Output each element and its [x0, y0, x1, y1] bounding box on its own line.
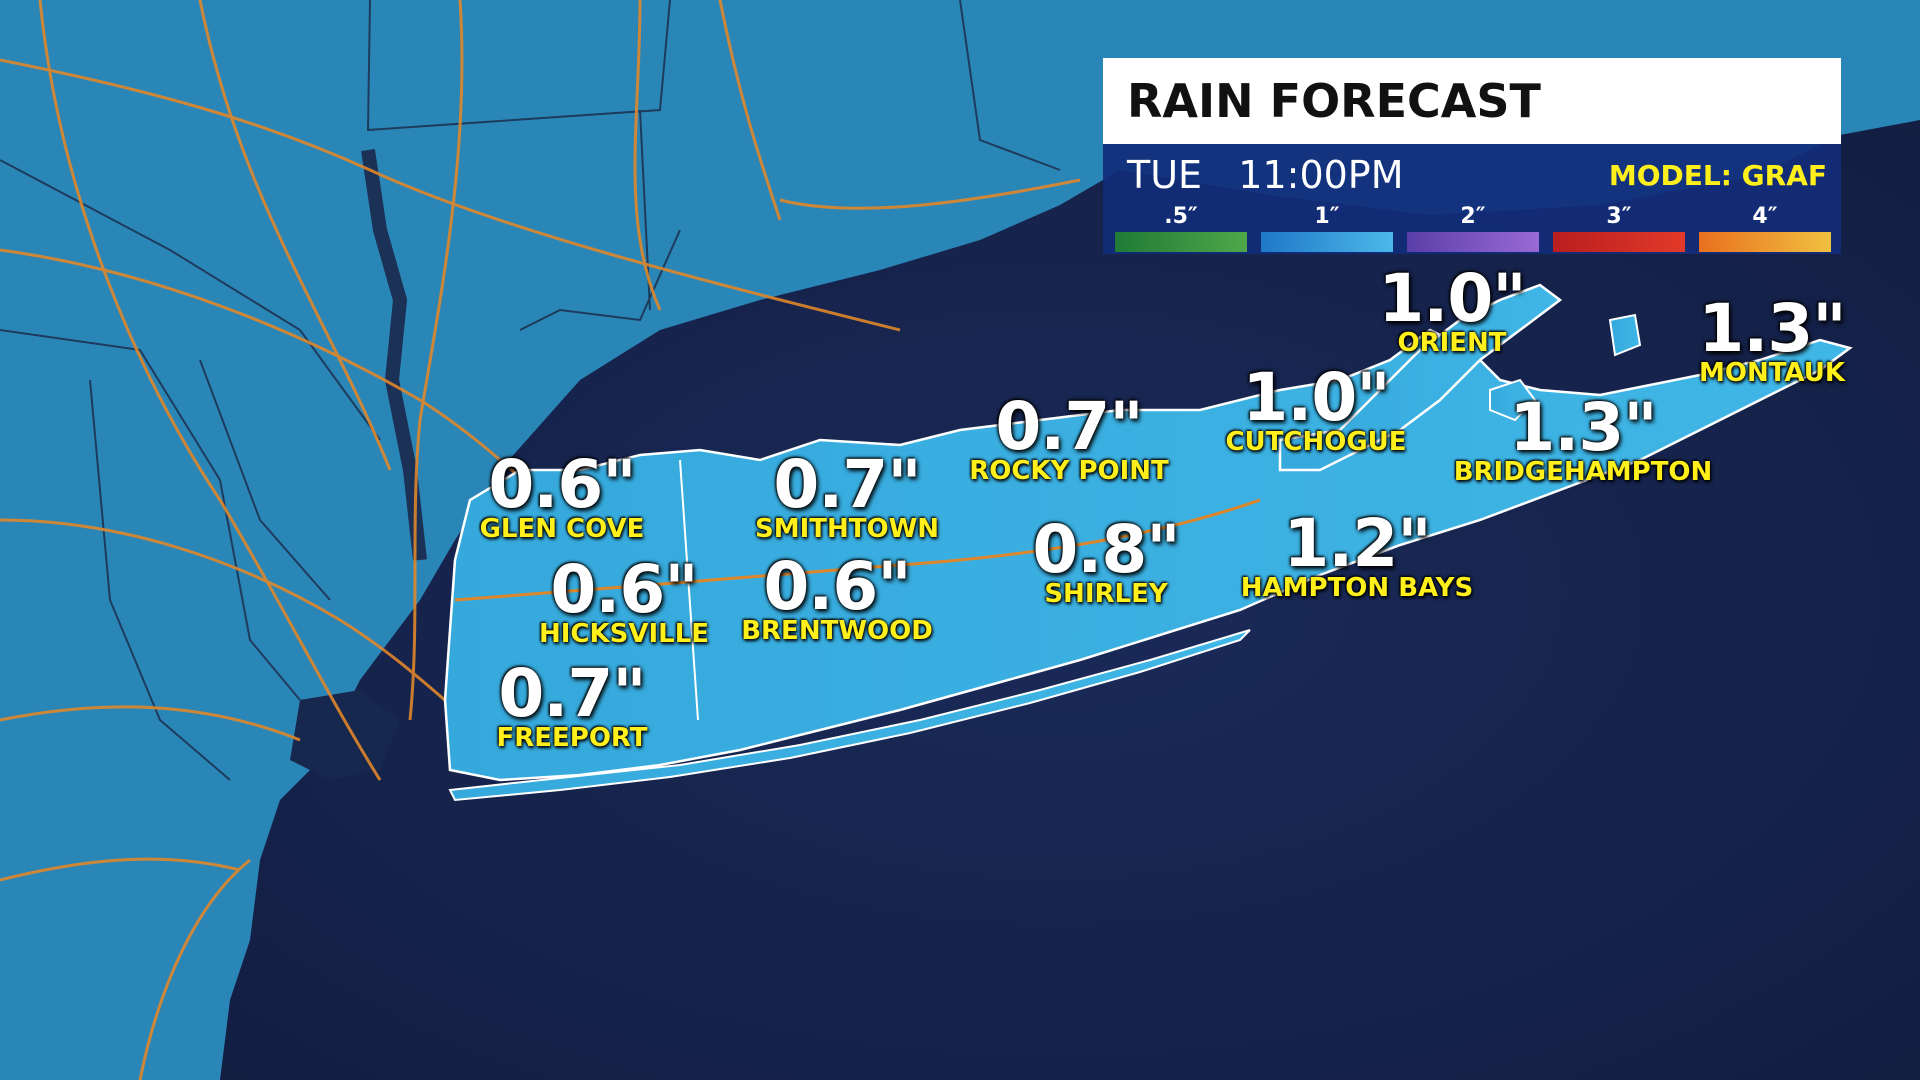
amount-brentwood: 0.6"	[763, 548, 911, 625]
location-shirley: 0.8" SHIRLEY	[1032, 511, 1180, 609]
scale-segment: .5″	[1115, 204, 1247, 252]
amount-freeport: 0.7"	[498, 655, 646, 732]
scale-label: .5″	[1164, 204, 1198, 229]
forecast-hour: 11:00PM	[1238, 153, 1404, 197]
name-rocky-point: ROCKY POINT	[969, 456, 1169, 486]
name-hicksville: HICKSVILLE	[538, 619, 710, 649]
amount-rocky-point: 0.7"	[995, 388, 1143, 465]
scale-color-bar	[1553, 232, 1685, 252]
amount-smithtown: 0.7"	[773, 446, 921, 523]
county-line	[679, 459, 699, 721]
location-cutchogue: 1.0" CUTCHOGUE	[1225, 359, 1407, 457]
scale-label: 1″	[1314, 204, 1340, 229]
name-shirley: SHIRLEY	[1044, 579, 1168, 609]
amount-cutchogue: 1.0"	[1242, 359, 1390, 436]
location-montauk: 1.3" MONTAUK	[1698, 290, 1846, 388]
name-orient: ORIENT	[1397, 328, 1507, 358]
location-rocky-point: 0.7" ROCKY POINT	[969, 388, 1169, 486]
location-smithtown: 0.7" SMITHTOWN	[754, 446, 940, 544]
scale-segment: 4″	[1699, 204, 1831, 252]
location-orient: 1.0" ORIENT	[1378, 260, 1526, 358]
name-brentwood: BRENTWOOD	[741, 616, 933, 646]
legend-body: TUE 11:00PM MODEL: GRAF .5″ 1″ 2″ 3″ 4″	[1103, 144, 1841, 254]
scale-label: 4″	[1752, 204, 1778, 229]
location-glen-cove: 0.6" GLEN COVE	[479, 446, 645, 544]
amount-montauk: 1.3"	[1698, 290, 1846, 367]
legend-title: RAIN FORECAST	[1103, 58, 1841, 144]
scale-color-bar	[1407, 232, 1539, 252]
name-freeport: FREEPORT	[496, 723, 648, 753]
forecast-day: TUE	[1127, 153, 1203, 197]
name-hampton-bays: HAMPTON BAYS	[1240, 573, 1474, 603]
scale-label: 3″	[1606, 204, 1632, 229]
north-fork	[1278, 283, 1563, 472]
amount-hicksville: 0.6"	[550, 551, 698, 628]
shelter-island	[1489, 378, 1537, 422]
amount-glen-cove: 0.6"	[488, 446, 636, 523]
amount-bridgehampton: 1.3"	[1509, 389, 1657, 466]
name-smithtown: SMITHTOWN	[754, 514, 940, 544]
scale-color-bar	[1699, 232, 1831, 252]
location-freeport: 0.7" FREEPORT	[496, 655, 648, 753]
scale-label: 2″	[1460, 204, 1486, 229]
scale-color-bar	[1261, 232, 1393, 252]
rain-forecast-legend: RAIN FORECAST TUE 11:00PM MODEL: GRAF .5…	[1103, 58, 1841, 254]
name-montauk: MONTAUK	[1698, 358, 1846, 388]
name-cutchogue: CUTCHOGUE	[1225, 427, 1407, 457]
name-bridgehampton: BRIDGEHAMPTON	[1453, 457, 1713, 487]
scale-segment: 2″	[1407, 204, 1539, 252]
harbor	[290, 690, 400, 780]
scale-segment: 1″	[1261, 204, 1393, 252]
forecast-model: MODEL: GRAF	[1608, 159, 1827, 192]
hudson-river	[361, 148, 427, 561]
forecast-time: TUE 11:00PM	[1127, 152, 1404, 198]
amount-shirley: 0.8"	[1032, 511, 1180, 588]
location-hicksville: 0.6" HICKSVILLE	[538, 551, 710, 649]
highways	[0, 0, 1081, 1080]
name-glen-cove: GLEN COVE	[479, 514, 645, 544]
borders	[0, 0, 1061, 781]
barrier-islands	[448, 629, 1251, 802]
location-bridgehampton: 1.3" BRIDGEHAMPTON	[1453, 389, 1713, 487]
amount-hampton-bays: 1.2"	[1283, 505, 1431, 582]
gardiners-island	[1608, 313, 1642, 357]
amount-orient: 1.0"	[1378, 260, 1526, 337]
location-brentwood: 0.6" BRENTWOOD	[741, 548, 933, 646]
long-island-expressway	[454, 498, 1261, 602]
rain-scale: .5″ 1″ 2″ 3″ 4″	[1115, 204, 1831, 252]
location-hampton-bays: 1.2" HAMPTON BAYS	[1240, 505, 1474, 603]
long-island	[443, 328, 1853, 782]
scale-color-bar	[1115, 232, 1247, 252]
scale-segment: 3″	[1553, 204, 1685, 252]
